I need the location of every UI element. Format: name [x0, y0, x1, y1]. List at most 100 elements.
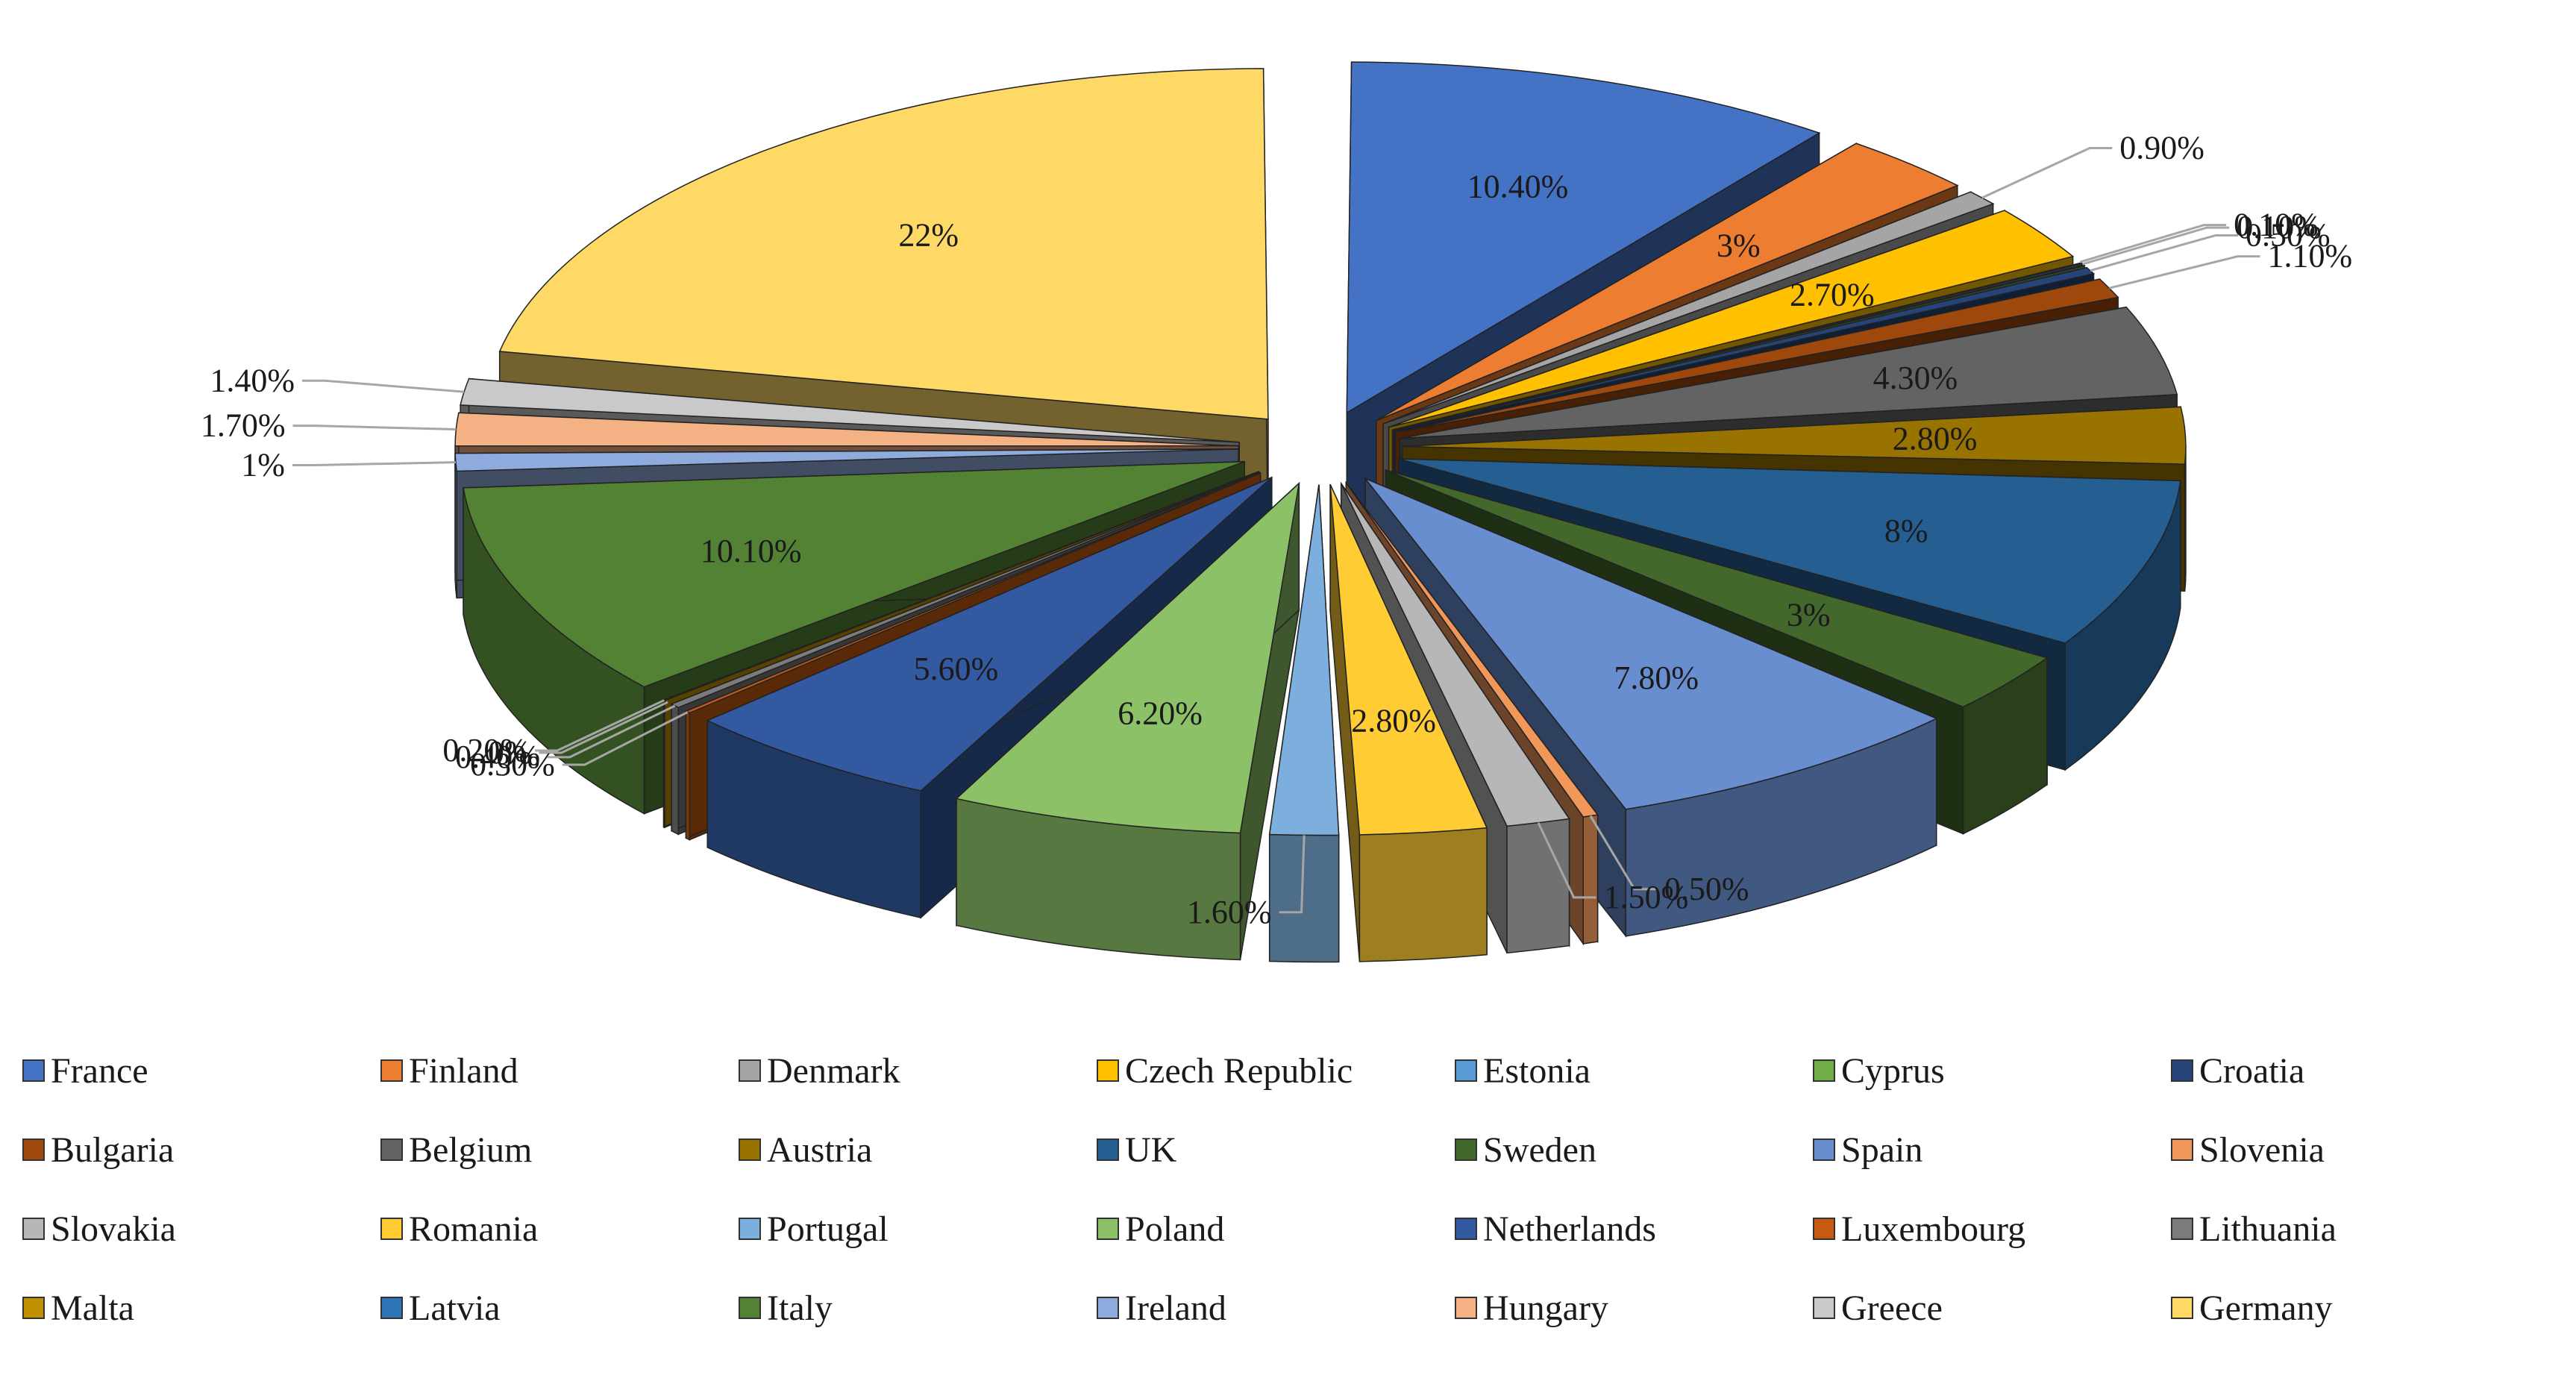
- legend-item: Latvia: [380, 1285, 501, 1330]
- slice-label: 1.10%: [2267, 238, 2352, 275]
- legend-swatch: [2171, 1218, 2193, 1240]
- slice-label: 7.80%: [1614, 660, 1699, 696]
- legend-label: Greece: [1841, 1288, 1943, 1328]
- legend-swatch: [2171, 1138, 2193, 1161]
- slice-label: 2.80%: [1893, 420, 1978, 457]
- legend-item: Hungary: [1455, 1285, 1608, 1330]
- slice-label: 2.70%: [1790, 276, 1875, 313]
- legend-item: Germany: [2171, 1285, 2333, 1330]
- legend-swatch: [2171, 1297, 2193, 1319]
- slice-poland: [955, 481, 1300, 961]
- leader-line: [547, 704, 676, 759]
- legend-item: Lithuania: [2171, 1206, 2337, 1251]
- leader-line: [562, 711, 689, 766]
- leader-line: [2108, 255, 2260, 289]
- legend-label: Italy: [767, 1288, 833, 1328]
- legend-item: Romania: [380, 1206, 538, 1251]
- slice-label: 0.20%: [442, 732, 527, 768]
- legend-item: Ireland: [1097, 1285, 1226, 1330]
- legend-label: Cyprus: [1841, 1050, 1945, 1091]
- slice-label: 0.30%: [470, 746, 555, 783]
- slice-label: 0%: [488, 734, 532, 771]
- legend-swatch: [2171, 1059, 2193, 1082]
- legend-swatch: [22, 1218, 45, 1240]
- legend-item: Croatia: [2171, 1048, 2304, 1093]
- legend-item: Austria: [739, 1127, 872, 1172]
- slice-portugal: [1268, 484, 1340, 963]
- legend-item: Greece: [1813, 1285, 1943, 1330]
- leader-line: [1537, 822, 1596, 899]
- legend-label: Malta: [51, 1288, 134, 1328]
- legend-swatch: [22, 1059, 45, 1082]
- legend-label: Sweden: [1483, 1130, 1596, 1170]
- legend-swatch: [1813, 1218, 1835, 1240]
- legend-swatch: [739, 1297, 761, 1319]
- legend-item: Portugal: [739, 1206, 889, 1251]
- legend-swatch: [739, 1218, 761, 1240]
- legend-label: Spain: [1841, 1130, 1923, 1170]
- legend-swatch: [380, 1138, 403, 1161]
- legend-item: Bulgaria: [22, 1127, 174, 1172]
- legend-item: Estonia: [1455, 1048, 1591, 1093]
- legend-item: France: [22, 1048, 148, 1093]
- legend-swatch: [1455, 1297, 1477, 1319]
- legend-item: Poland: [1097, 1206, 1224, 1251]
- slice-label: 0.50%: [2246, 216, 2331, 253]
- legend-swatch: [739, 1138, 761, 1161]
- slice-label: 0.90%: [2119, 129, 2204, 166]
- legend-item: UK: [1097, 1127, 1176, 1172]
- slice-labels: 10.40%3%0.90%2.70%0.10%0.10%0.50%1.10%4.…: [201, 129, 2352, 930]
- legend-item: Luxembourg: [1813, 1206, 2025, 1251]
- slice-label: 0.10%: [2237, 209, 2322, 245]
- leader-line: [2090, 234, 2239, 272]
- slice-label: 5.60%: [914, 651, 999, 687]
- legend-item: Cyprus: [1813, 1048, 1945, 1093]
- leader-line: [292, 425, 457, 431]
- legend-swatch: [1813, 1059, 1835, 1082]
- legend-label: Slovenia: [2199, 1130, 2325, 1170]
- leader-line: [1981, 146, 2113, 199]
- legend-item: Slovenia: [2171, 1127, 2325, 1172]
- slice-label: 3%: [1787, 596, 1831, 633]
- legend-swatch: [380, 1059, 403, 1082]
- slice-label: 1.70%: [201, 407, 286, 444]
- legend-swatch: [22, 1138, 45, 1161]
- leader-lines: [292, 146, 2260, 914]
- legend-label: Slovakia: [51, 1209, 176, 1249]
- legend-label: Hungary: [1483, 1288, 1608, 1328]
- slice-label: 10.10%: [701, 533, 802, 569]
- legend-item: Italy: [739, 1285, 833, 1330]
- legend-swatch: [1813, 1138, 1835, 1161]
- slice-label: 10.40%: [1467, 168, 1569, 204]
- legend-swatch: [1455, 1138, 1477, 1161]
- leader-line: [2082, 226, 2230, 266]
- legend-item: Sweden: [1455, 1127, 1596, 1172]
- leader-line: [2079, 224, 2227, 263]
- legend-swatch: [739, 1059, 761, 1082]
- legend-label: UK: [1125, 1130, 1177, 1170]
- legend-item: Czech Republic: [1097, 1048, 1353, 1093]
- legend-label: Poland: [1125, 1209, 1225, 1249]
- leader-line: [292, 461, 456, 466]
- legend-label: France: [51, 1050, 148, 1091]
- legend-label: Luxembourg: [1841, 1209, 2026, 1249]
- legend-item: Spain: [1813, 1127, 1922, 1172]
- slice-label: 6.20%: [1118, 695, 1203, 731]
- slice-label: 8%: [1884, 513, 1928, 549]
- legend-label: Netherlands: [1483, 1209, 1656, 1249]
- legend-item: Netherlands: [1455, 1206, 1656, 1251]
- slice-label: 1.50%: [1604, 879, 1689, 915]
- legend-swatch: [1097, 1138, 1119, 1161]
- slice-label: 22%: [898, 217, 959, 254]
- legend-label: Czech Republic: [1125, 1050, 1353, 1091]
- legend-swatch: [1813, 1297, 1835, 1319]
- legend-swatch: [1097, 1297, 1119, 1319]
- legend-label: Portugal: [767, 1209, 889, 1249]
- legend-item: Belgium: [380, 1127, 532, 1172]
- slice-label: 2.80%: [1351, 702, 1436, 739]
- leader-line: [539, 701, 668, 754]
- legend-label: Denmark: [767, 1050, 900, 1091]
- legend-item: Malta: [22, 1285, 134, 1330]
- legend-label: Bulgaria: [51, 1130, 175, 1170]
- slice-label: 0.40%: [455, 739, 540, 775]
